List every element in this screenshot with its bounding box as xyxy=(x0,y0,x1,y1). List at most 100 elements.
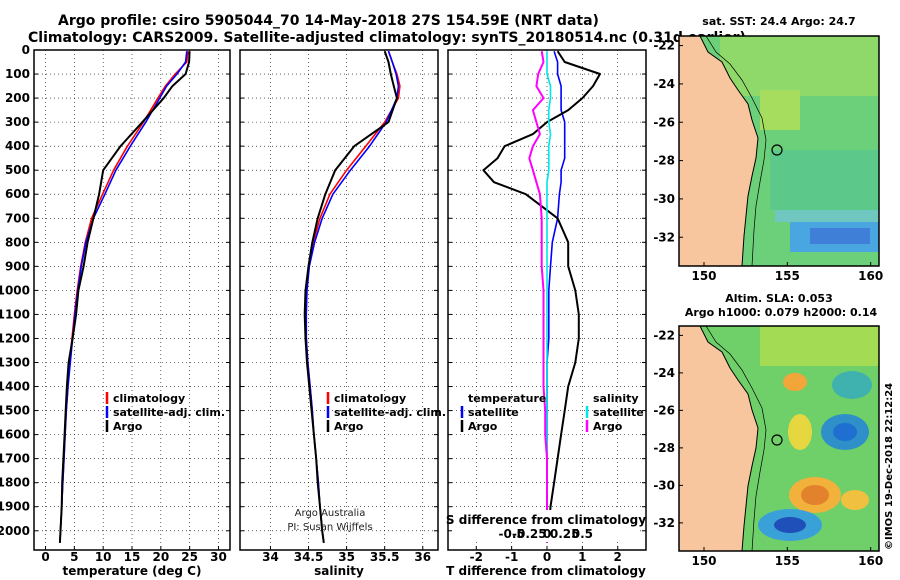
depth-tick-label: 700 xyxy=(5,211,30,225)
map-y-tick-label: -26 xyxy=(653,115,675,129)
s-diff-tick-label: -0.25 xyxy=(512,527,547,541)
depth-tick-label: 800 xyxy=(5,235,30,249)
timestamp: ©IMOS 19-Dec-2018 22:12:24 xyxy=(884,383,895,550)
salinity-legend: climatology satellite-adj. clim. Argo xyxy=(326,392,446,433)
sla-low-1 xyxy=(832,371,872,399)
depth-tick-label: 1900 xyxy=(0,500,30,514)
credit-line-1: Argo Australia xyxy=(295,508,366,519)
depth-tick-label: 1700 xyxy=(0,452,30,466)
map-y-tick-label: -22 xyxy=(653,39,675,53)
map-x-tick-label: 155 xyxy=(775,269,800,283)
x-tick-label: 36 xyxy=(414,550,431,564)
map-y-tick-label: -28 xyxy=(653,441,675,455)
sla-high-1 xyxy=(783,373,807,391)
temperature-grid xyxy=(34,49,230,550)
x-tick-label: 34 xyxy=(262,550,279,564)
depth-tick-label: 1500 xyxy=(0,404,30,418)
x-tick-label: 20 xyxy=(152,550,169,564)
depth-tick-label: 1600 xyxy=(0,428,30,442)
sst-land xyxy=(679,36,759,266)
temperature-lines xyxy=(58,51,191,543)
sst-warm-patch-2 xyxy=(760,90,800,130)
map-x-tick-label: 150 xyxy=(691,269,716,283)
sla-argo-marker xyxy=(771,434,783,446)
depth-tick-labels: 0 100 200 300 400 500 600 700 800 900 1000 1100 1200… xyxy=(0,43,30,538)
depth-tick-label: 0 xyxy=(22,43,30,57)
series-line-temperature-argo xyxy=(482,50,601,543)
legend-label-sal-satellite: satellite xyxy=(593,406,644,419)
legend-title-salinity: salinity xyxy=(593,392,639,405)
depth-tick-label: 200 xyxy=(5,91,30,105)
sst-shelf-contour xyxy=(705,36,767,266)
x-tick-label: 30 xyxy=(210,550,227,564)
x-tick-label: 34.5 xyxy=(294,550,324,564)
sst-map-ticks: 150 155 160 -22 -24 -26 -28 -30 -32 xyxy=(653,39,883,283)
x-tick-label: 35 xyxy=(338,550,355,564)
x-tick-label: 2 xyxy=(614,550,622,564)
map-x-tick-label: 155 xyxy=(775,554,800,568)
depth-tick-label: 1400 xyxy=(0,380,30,394)
sst-warm-patch xyxy=(720,36,879,96)
sla-green-band xyxy=(760,326,879,366)
map-y-tick-label: -32 xyxy=(653,230,675,244)
map-y-tick-label: -22 xyxy=(653,328,675,342)
sst-map: sat. SST: 24.4 Argo: 24.7 150 155 160 -22 -2… xyxy=(653,15,883,283)
sla-low-3-core xyxy=(774,517,806,533)
difference-lines xyxy=(482,50,601,543)
s-difference-label-bg xyxy=(452,510,640,542)
temperature-legend: climatology satellite-adj. clim. Argo xyxy=(105,392,225,433)
x-tick-label: 15 xyxy=(124,550,141,564)
sla-map-frame xyxy=(678,325,880,552)
sla-high-4 xyxy=(841,490,869,510)
s-diff-tick-label: 0.5 xyxy=(572,527,593,541)
map-y-tick-label: -30 xyxy=(653,478,675,492)
sst-map-frame xyxy=(678,35,880,267)
depth-tick-label: 300 xyxy=(5,115,30,129)
sst-cool-band xyxy=(770,150,879,210)
depth-tick-label: 2000 xyxy=(0,524,30,538)
sst-map-title: sat. SST: 24.4 Argo: 24.7 xyxy=(702,15,855,28)
map-x-tick-label: 150 xyxy=(691,554,716,568)
sst-cold-patch-2 xyxy=(810,228,870,244)
sla-map-title-1: Altim. SLA: 0.053 xyxy=(725,292,832,305)
sla-shelf-contour xyxy=(705,326,767,551)
map-y-tick-label: -24 xyxy=(653,77,675,91)
depth-tick-label: 100 xyxy=(5,67,30,81)
x-tick-label: -2 xyxy=(470,550,483,564)
s-diff-tick-label: -0.5 xyxy=(499,527,525,541)
credit-line-2: PI: Susan Wijffels xyxy=(287,522,372,533)
legend-label-climatology: climatology xyxy=(334,392,406,405)
x-tick-label: 1 xyxy=(578,550,586,564)
difference-x-label: T difference from climatology xyxy=(446,564,646,578)
sst-argo-marker xyxy=(771,144,783,156)
map-x-tick-label: 160 xyxy=(858,554,883,568)
title-line-2: Climatology: CARS2009. Satellite-adjuste… xyxy=(28,30,746,46)
legend-label-argo: Argo xyxy=(113,420,143,433)
depth-tick-label: 500 xyxy=(5,163,30,177)
legend-label-satellite: satellite-adj. clim. xyxy=(334,406,446,419)
map-y-tick-label: -30 xyxy=(653,192,675,206)
difference-panel: -2 -1 0 1 2 T difference from climatology S … xyxy=(446,49,647,578)
x-tick-label: 0 xyxy=(41,550,49,564)
x-tick-label: 25 xyxy=(181,550,198,564)
salinity-grid xyxy=(240,49,438,550)
sla-high-2 xyxy=(788,414,812,450)
legend-label-sal-argo: Argo xyxy=(593,420,623,433)
salinity-lines xyxy=(303,50,401,543)
legend-title-temperature: temperature xyxy=(468,392,546,405)
sla-low-2-core xyxy=(833,423,857,441)
legend-label-satellite: satellite-adj. clim. xyxy=(113,406,225,419)
legend-label-temp-satellite: satellite xyxy=(468,406,519,419)
map-y-tick-label: -28 xyxy=(653,154,675,168)
temperature-x-ticks: 0 5 10 15 20 25 30 xyxy=(41,546,227,564)
legend-label-temp-argo: Argo xyxy=(468,420,498,433)
sst-cool-edge xyxy=(775,210,879,222)
depth-tick-label: 1000 xyxy=(0,283,30,297)
depth-tick-label: 1100 xyxy=(0,307,30,321)
series-line-salinity-argo xyxy=(528,51,548,543)
temperature-panel: 0100200300400500600700800900100011001200… xyxy=(0,43,231,578)
x-tick-label: 10 xyxy=(95,550,112,564)
depth-tick-label: 600 xyxy=(5,187,30,201)
